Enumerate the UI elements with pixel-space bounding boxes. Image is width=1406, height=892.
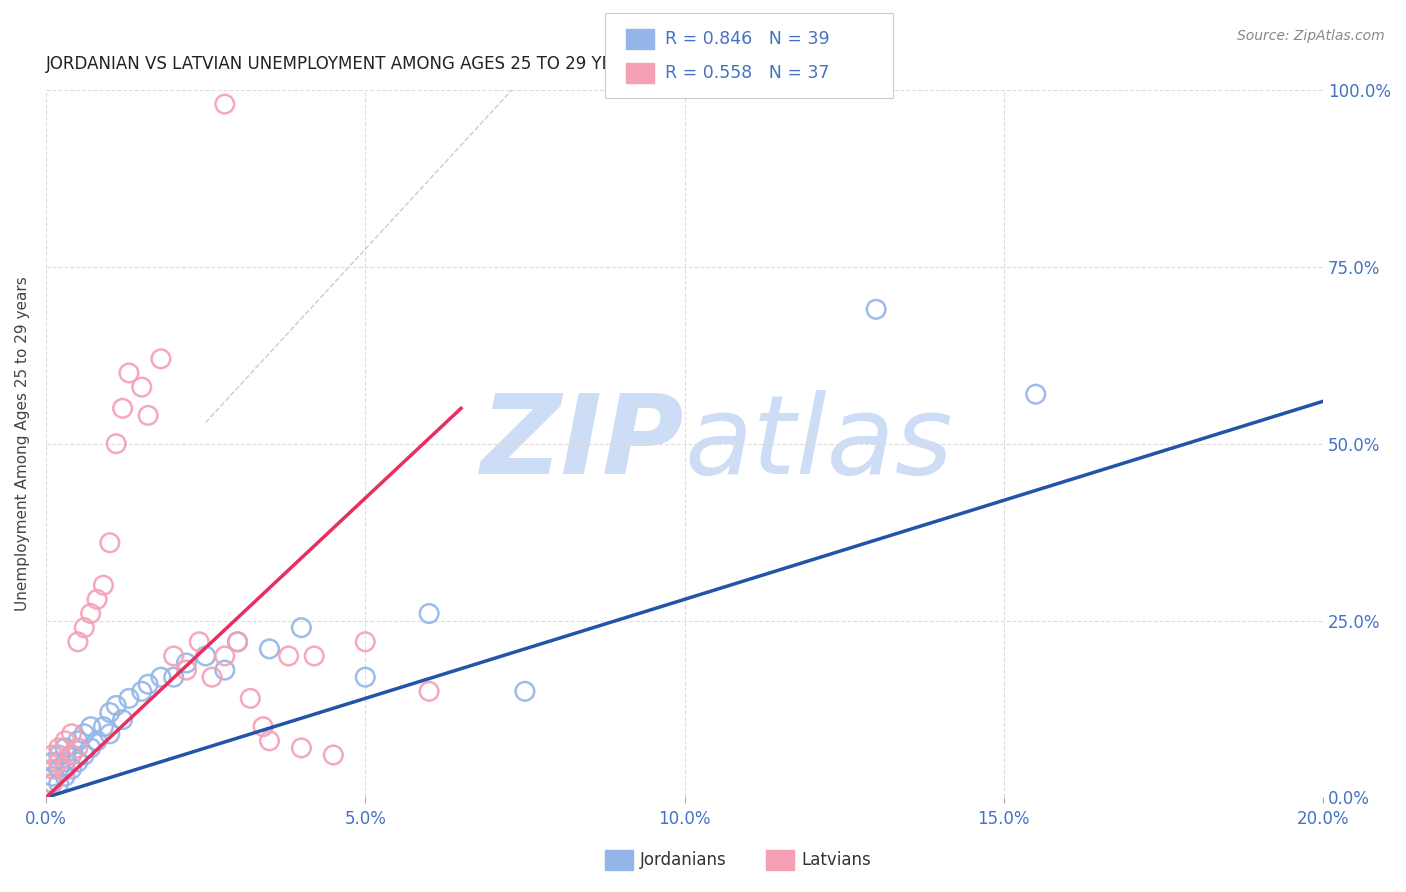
Text: R = 0.558   N = 37: R = 0.558 N = 37 — [665, 64, 830, 82]
Point — [513, 684, 536, 698]
Point — [259, 641, 281, 656]
Point — [53, 769, 76, 783]
Point — [163, 670, 186, 684]
Point — [48, 755, 70, 769]
Point — [322, 747, 344, 762]
Point — [41, 755, 63, 769]
Text: atlas: atlas — [685, 390, 953, 497]
Point — [93, 720, 115, 734]
Point — [41, 776, 63, 790]
Point — [290, 621, 312, 635]
Point — [41, 776, 63, 790]
Text: Source: ZipAtlas.com: Source: ZipAtlas.com — [1237, 29, 1385, 43]
Point — [226, 635, 249, 649]
Point — [79, 720, 101, 734]
Point — [53, 755, 76, 769]
Point — [214, 648, 236, 663]
Point — [418, 684, 440, 698]
Point — [214, 663, 236, 677]
Text: Latvians: Latvians — [801, 851, 872, 869]
Point — [111, 401, 134, 416]
Point — [60, 727, 83, 741]
Point — [111, 713, 134, 727]
Point — [118, 691, 141, 706]
Y-axis label: Unemployment Among Ages 25 to 29 years: Unemployment Among Ages 25 to 29 years — [15, 277, 30, 611]
Point — [354, 670, 377, 684]
Point — [290, 740, 312, 755]
Point — [60, 747, 83, 762]
Point — [131, 684, 153, 698]
Point — [41, 762, 63, 776]
Point — [41, 747, 63, 762]
Point — [48, 776, 70, 790]
Point — [239, 691, 262, 706]
Point — [60, 762, 83, 776]
Point — [73, 747, 96, 762]
Point — [188, 635, 211, 649]
Point — [163, 648, 186, 663]
Point — [105, 436, 128, 450]
Point — [48, 762, 70, 776]
Point — [41, 769, 63, 783]
Point — [226, 635, 249, 649]
Point — [53, 734, 76, 748]
Point — [73, 621, 96, 635]
Point — [277, 648, 299, 663]
Point — [149, 351, 172, 366]
Point — [79, 607, 101, 621]
Point — [176, 663, 198, 677]
Point — [48, 740, 70, 755]
Point — [302, 648, 325, 663]
Point — [66, 740, 89, 755]
Point — [79, 740, 101, 755]
Point — [53, 762, 76, 776]
Point — [131, 380, 153, 394]
Point — [105, 698, 128, 713]
Text: ZIP: ZIP — [481, 390, 685, 497]
Point — [354, 635, 377, 649]
Point — [93, 578, 115, 592]
Point — [201, 670, 224, 684]
Text: JORDANIAN VS LATVIAN UNEMPLOYMENT AMONG AGES 25 TO 29 YEARS CORRELATION CHART: JORDANIAN VS LATVIAN UNEMPLOYMENT AMONG … — [46, 55, 831, 73]
Point — [66, 734, 89, 748]
Point — [252, 720, 274, 734]
Point — [136, 409, 159, 423]
Point — [259, 734, 281, 748]
Point — [214, 97, 236, 112]
Point — [98, 706, 121, 720]
Point — [86, 592, 108, 607]
Point — [136, 677, 159, 691]
Point — [98, 535, 121, 549]
Point — [60, 747, 83, 762]
Point — [48, 747, 70, 762]
Point — [86, 734, 108, 748]
Point — [418, 607, 440, 621]
Point — [194, 648, 217, 663]
Point — [149, 670, 172, 684]
Point — [66, 755, 89, 769]
Text: R = 0.846   N = 39: R = 0.846 N = 39 — [665, 30, 830, 48]
Point — [73, 727, 96, 741]
Point — [98, 727, 121, 741]
Point — [66, 635, 89, 649]
Point — [1025, 387, 1047, 401]
Point — [118, 366, 141, 380]
Text: Jordanians: Jordanians — [640, 851, 727, 869]
Point — [53, 740, 76, 755]
Point — [865, 302, 887, 317]
Point — [176, 656, 198, 670]
